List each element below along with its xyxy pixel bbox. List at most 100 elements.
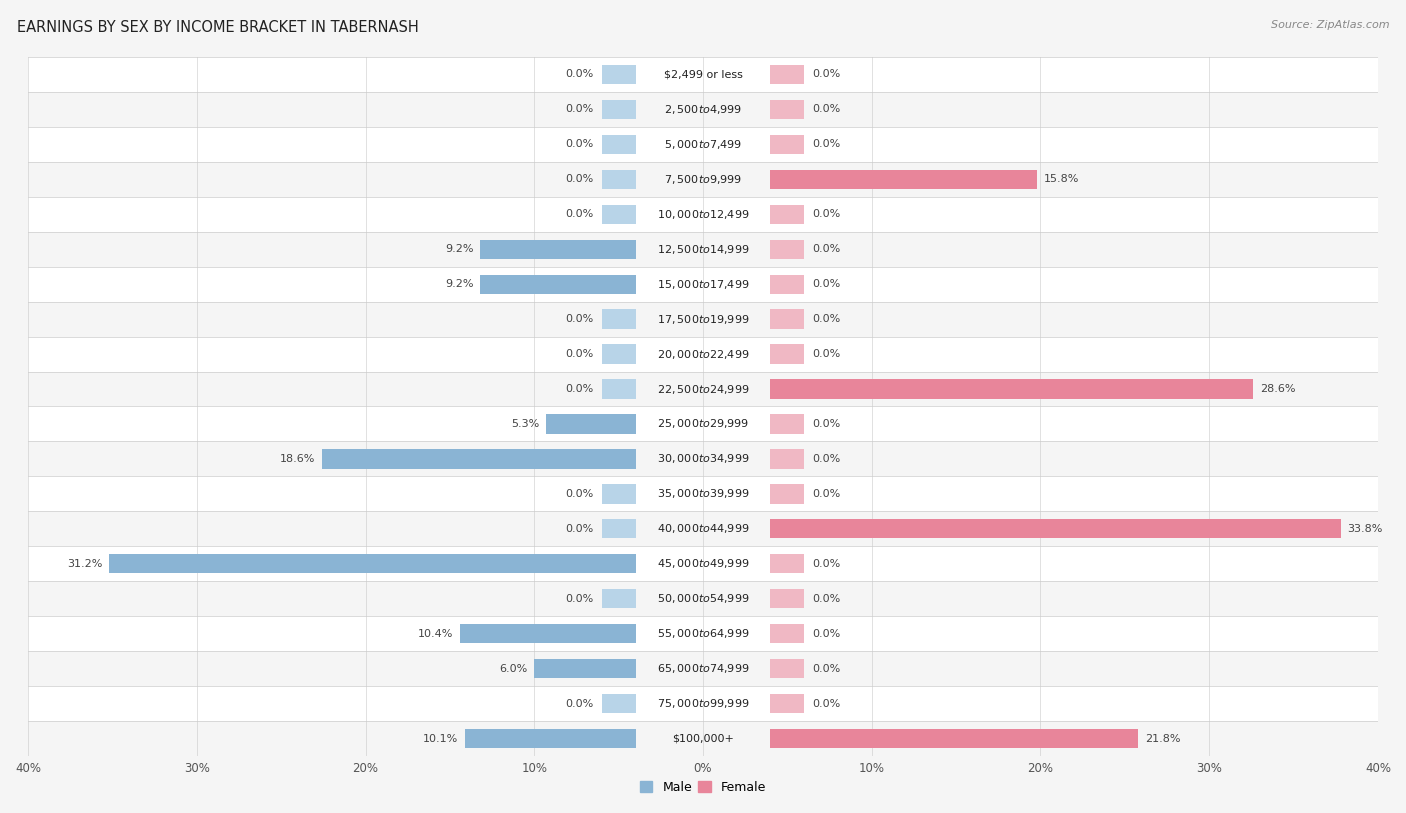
Bar [602, 694, 636, 713]
Bar [28, 441, 1378, 476]
Bar [534, 659, 636, 678]
Bar [602, 415, 636, 433]
Bar [770, 589, 804, 608]
Text: 0.0%: 0.0% [565, 174, 593, 185]
Bar [28, 686, 1378, 721]
Bar [602, 485, 636, 503]
Text: 0.0%: 0.0% [565, 104, 593, 115]
Bar [28, 581, 1378, 616]
Bar [28, 337, 1378, 372]
Text: $35,000 to $39,999: $35,000 to $39,999 [657, 488, 749, 500]
Bar [602, 100, 636, 119]
Bar [602, 345, 636, 363]
Bar [28, 616, 1378, 651]
Bar [602, 275, 636, 293]
Bar [28, 197, 1378, 232]
Text: $45,000 to $49,999: $45,000 to $49,999 [657, 558, 749, 570]
Bar [770, 450, 804, 468]
Text: 0.0%: 0.0% [565, 698, 593, 709]
Text: $12,500 to $14,999: $12,500 to $14,999 [657, 243, 749, 255]
Text: $30,000 to $34,999: $30,000 to $34,999 [657, 453, 749, 465]
Text: $15,000 to $17,499: $15,000 to $17,499 [657, 278, 749, 290]
Text: 15.8%: 15.8% [1043, 174, 1080, 185]
Text: 0.0%: 0.0% [565, 209, 593, 220]
Text: $55,000 to $64,999: $55,000 to $64,999 [657, 628, 749, 640]
Text: 0.0%: 0.0% [813, 69, 841, 80]
Text: 0.0%: 0.0% [813, 349, 841, 359]
Bar [770, 520, 1341, 538]
Text: 10.1%: 10.1% [423, 733, 458, 744]
Text: 9.2%: 9.2% [446, 244, 474, 254]
Bar [770, 310, 804, 328]
Bar [602, 450, 636, 468]
Bar [28, 546, 1378, 581]
Bar [602, 310, 636, 328]
Text: 0.0%: 0.0% [813, 139, 841, 150]
Text: 0.0%: 0.0% [565, 593, 593, 604]
Bar [602, 240, 636, 259]
Text: $7,500 to $9,999: $7,500 to $9,999 [664, 173, 742, 185]
Bar [770, 485, 804, 503]
Bar [546, 415, 636, 433]
Bar [602, 380, 636, 398]
Bar [28, 476, 1378, 511]
Text: $50,000 to $54,999: $50,000 to $54,999 [657, 593, 749, 605]
Bar [770, 729, 1139, 748]
Text: $2,499 or less: $2,499 or less [664, 69, 742, 80]
Text: 9.2%: 9.2% [446, 279, 474, 289]
Text: 21.8%: 21.8% [1144, 733, 1181, 744]
Text: 5.3%: 5.3% [512, 419, 540, 429]
Bar [770, 275, 804, 293]
Text: 0.0%: 0.0% [565, 524, 593, 534]
Bar [28, 406, 1378, 441]
Bar [770, 659, 804, 678]
Bar [481, 240, 636, 259]
Text: 0.0%: 0.0% [813, 244, 841, 254]
Bar [110, 554, 636, 573]
Text: $5,000 to $7,499: $5,000 to $7,499 [664, 138, 742, 150]
Text: 0.0%: 0.0% [813, 663, 841, 674]
Text: 31.2%: 31.2% [67, 559, 103, 569]
Text: $2,500 to $4,999: $2,500 to $4,999 [664, 103, 742, 115]
Bar [770, 520, 804, 538]
Bar [770, 170, 1038, 189]
Bar [28, 232, 1378, 267]
Text: $17,500 to $19,999: $17,500 to $19,999 [657, 313, 749, 325]
Text: 0.0%: 0.0% [565, 489, 593, 499]
Text: $65,000 to $74,999: $65,000 to $74,999 [657, 663, 749, 675]
Text: Source: ZipAtlas.com: Source: ZipAtlas.com [1271, 20, 1389, 30]
Bar [770, 554, 804, 573]
Text: 0.0%: 0.0% [813, 454, 841, 464]
Bar [770, 415, 804, 433]
Bar [770, 65, 804, 84]
Bar [460, 624, 636, 643]
Text: EARNINGS BY SEX BY INCOME BRACKET IN TABERNASH: EARNINGS BY SEX BY INCOME BRACKET IN TAB… [17, 20, 419, 35]
Text: 0.0%: 0.0% [813, 628, 841, 639]
Bar [28, 162, 1378, 197]
Bar [770, 624, 804, 643]
Bar [28, 651, 1378, 686]
Text: $10,000 to $12,499: $10,000 to $12,499 [657, 208, 749, 220]
Text: 0.0%: 0.0% [813, 698, 841, 709]
Bar [28, 127, 1378, 162]
Text: 0.0%: 0.0% [565, 384, 593, 394]
Text: 0.0%: 0.0% [813, 559, 841, 569]
Text: 0.0%: 0.0% [565, 139, 593, 150]
Bar [770, 135, 804, 154]
Bar [602, 135, 636, 154]
Bar [770, 170, 804, 189]
Bar [770, 380, 804, 398]
Bar [322, 450, 636, 468]
Bar [602, 589, 636, 608]
Bar [602, 729, 636, 748]
Bar [770, 729, 804, 748]
Text: 18.6%: 18.6% [280, 454, 315, 464]
Bar [770, 205, 804, 224]
Text: 0.0%: 0.0% [565, 314, 593, 324]
Bar [770, 100, 804, 119]
Bar [770, 694, 804, 713]
Text: 0.0%: 0.0% [813, 104, 841, 115]
Bar [28, 267, 1378, 302]
Bar [465, 729, 636, 748]
Bar [28, 57, 1378, 92]
